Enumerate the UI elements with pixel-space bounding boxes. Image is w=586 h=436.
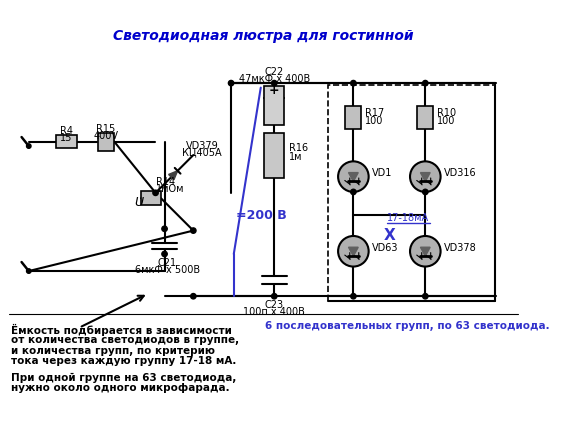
- Text: C22: C22: [265, 67, 284, 77]
- Circle shape: [271, 293, 277, 299]
- Text: от количества светодиодов в группе,: от количества светодиодов в группе,: [11, 335, 239, 345]
- Text: C21: C21: [158, 258, 177, 268]
- Bar: [141, 191, 161, 205]
- Polygon shape: [420, 247, 430, 256]
- Text: 1м: 1м: [289, 152, 302, 162]
- Circle shape: [26, 269, 31, 273]
- Text: 17-18мА: 17-18мА: [387, 213, 429, 223]
- Circle shape: [423, 293, 428, 299]
- Text: VD378: VD378: [444, 243, 477, 253]
- Text: 400V: 400V: [94, 131, 118, 141]
- Polygon shape: [349, 173, 358, 181]
- Circle shape: [410, 236, 441, 266]
- Text: VD63: VD63: [372, 243, 398, 253]
- Circle shape: [350, 293, 356, 299]
- Text: U: U: [134, 196, 143, 209]
- Bar: [345, 106, 362, 129]
- Text: R14: R14: [155, 177, 175, 187]
- Text: VD1: VD1: [372, 168, 393, 178]
- Text: Светодиодная люстра для гостинной: Светодиодная люстра для гостинной: [113, 29, 414, 43]
- Circle shape: [423, 189, 428, 194]
- Circle shape: [271, 80, 277, 86]
- Circle shape: [162, 251, 167, 257]
- Text: VD379: VD379: [186, 141, 219, 151]
- Text: C23: C23: [265, 300, 284, 310]
- Circle shape: [162, 226, 167, 232]
- Bar: [98, 133, 114, 150]
- Text: 1мОм: 1мОм: [155, 184, 184, 194]
- Text: 15: 15: [60, 133, 73, 143]
- Polygon shape: [169, 171, 178, 180]
- Circle shape: [423, 80, 428, 86]
- Text: 100: 100: [365, 116, 383, 126]
- Text: тока через каждую группу 17-18 мА.: тока через каждую группу 17-18 мА.: [11, 357, 236, 367]
- Circle shape: [190, 228, 196, 233]
- Circle shape: [153, 190, 158, 195]
- Bar: [417, 106, 434, 129]
- Text: 100п х 400В: 100п х 400В: [243, 307, 305, 317]
- Text: R15: R15: [97, 124, 115, 134]
- Text: КЦ405А: КЦ405А: [182, 147, 222, 157]
- Text: =200 В: =200 В: [236, 209, 287, 222]
- Text: 47мкФ х 400В: 47мкФ х 400В: [239, 74, 310, 84]
- Text: 100: 100: [437, 116, 455, 126]
- Text: Ёмкость подбирается в зависимости: Ёмкость подбирается в зависимости: [11, 324, 231, 336]
- Bar: [264, 86, 284, 126]
- Text: R10: R10: [437, 108, 456, 118]
- Text: 6 последовательных групп, по 63 светодиода.: 6 последовательных групп, по 63 светодио…: [265, 321, 550, 331]
- Text: R16: R16: [289, 143, 308, 153]
- Polygon shape: [420, 173, 430, 181]
- Text: и количества групп, по критерию: и количества групп, по критерию: [11, 346, 215, 356]
- Text: нужно около одного микрофарада.: нужно около одного микрофарада.: [11, 383, 229, 393]
- Polygon shape: [349, 247, 358, 256]
- Circle shape: [190, 293, 196, 299]
- Circle shape: [410, 161, 441, 192]
- Text: R17: R17: [365, 108, 384, 118]
- Text: VD316: VD316: [444, 168, 477, 178]
- Circle shape: [26, 144, 31, 148]
- Circle shape: [338, 161, 369, 192]
- Bar: [264, 133, 284, 178]
- Text: R4: R4: [60, 126, 73, 136]
- Circle shape: [350, 189, 356, 194]
- Bar: [328, 85, 495, 301]
- Circle shape: [350, 80, 356, 86]
- Text: 6мкФ х 500В: 6мкФ х 500В: [135, 265, 200, 275]
- Text: X: X: [383, 228, 395, 243]
- Text: +: +: [269, 84, 280, 97]
- Text: При одной группе на 63 светодиода,: При одной группе на 63 светодиода,: [11, 373, 236, 383]
- Circle shape: [338, 236, 369, 266]
- Bar: [56, 135, 77, 148]
- Circle shape: [229, 80, 234, 86]
